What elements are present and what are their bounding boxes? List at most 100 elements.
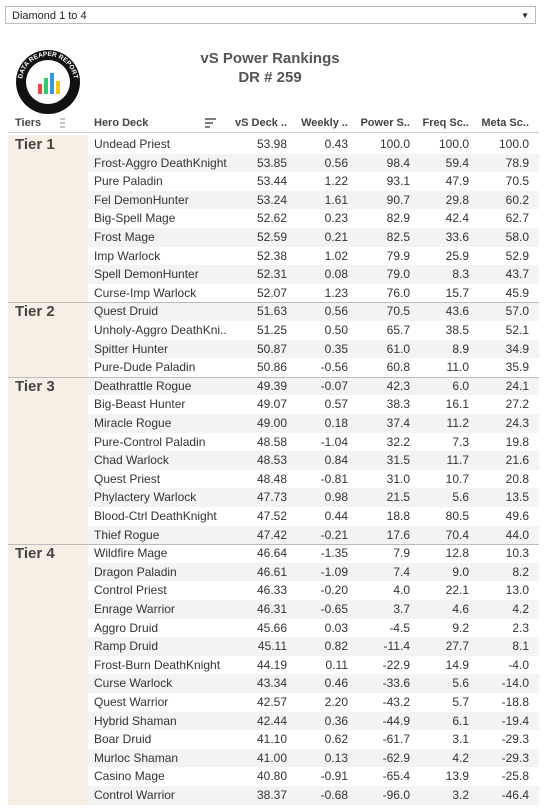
deck-name: Quest Druid [94,304,159,319]
stat-cell: 8.3 [452,267,469,282]
tier-label: Tier 2 [15,303,55,321]
stat-cell: 62.7 [505,211,529,226]
stat-cell: 93.1 [386,174,410,189]
column-header: Tiers [15,117,42,129]
stat-cell: 38.37 [256,788,287,802]
stat-cell: 57.0 [505,304,529,319]
tier-band [8,302,88,377]
stat-cell: 53.98 [256,137,287,151]
stat-cell: 52.31 [256,267,287,282]
deck-name: Hybrid Shaman [94,713,177,728]
column-header: Power S.. [360,117,410,129]
stat-cell: 1.02 [324,248,348,263]
stat-cell: 45.66 [256,620,287,635]
stat-cell: 48.53 [256,453,287,468]
stat-cell: -29.3 [501,750,529,765]
column-header: vS Deck .. [235,117,287,129]
stat-cell: 50.87 [256,341,287,356]
stat-cell: 58.0 [505,230,529,244]
logo: DATA REAPER REPORT [16,50,80,114]
stat-cell: -4.0 [508,657,529,672]
stat-cell: 61.0 [386,341,410,356]
stat-cell: 46.33 [256,583,287,598]
row-stripe [88,600,539,619]
deck-name: Quest Warrior [94,695,169,709]
deck-name: Pure-Dude Paladin [94,360,196,375]
stat-cell: 53.44 [256,174,287,189]
sort-icon[interactable] [204,117,218,129]
stat-cell: 40.80 [256,769,287,784]
stat-cell: 31.5 [386,453,410,468]
stat-cell: 52.1 [505,323,529,337]
stat-cell: 52.62 [256,211,287,226]
stat-cell: 52.38 [256,248,287,263]
stat-cell: 49.00 [256,416,287,430]
deck-name: Blood-Ctrl DeathKnight [94,509,217,523]
deck-name: Ramp Druid [94,639,159,654]
stat-cell: 51.25 [256,323,287,337]
deck-name: Aggro Druid [94,620,159,635]
stat-cell: 42.57 [256,695,287,709]
stat-cell: 0.21 [324,230,348,244]
stat-cell: 10.7 [445,471,469,486]
stat-cell: 5.6 [452,676,469,691]
stat-cell: 53.85 [256,155,287,170]
deck-name: Deathrattle Rogue [94,378,192,393]
stat-cell: 0.57 [324,397,348,412]
stat-cell: 6.1 [452,713,469,728]
stat-cell: 98.4 [386,155,410,170]
stat-cell: 11.7 [446,453,469,468]
row-stripe [88,339,539,359]
dropdown[interactable]: Diamond 1 to 4 ▼ [5,6,536,24]
stat-cell: 0.08 [324,267,348,282]
stat-cell: 45.9 [505,285,529,300]
stat-cell: 3.2 [452,788,469,802]
deck-name: Enrage Warrior [94,602,175,616]
stat-cell: 82.5 [386,230,410,244]
stat-cell: -96.0 [382,788,410,802]
stat-cell: 47.52 [256,509,287,523]
stat-cell: 11.2 [446,416,469,430]
stat-cell: 47.73 [256,490,287,505]
logo-bar [44,78,48,94]
stat-cell: 60.2 [505,192,529,207]
stat-cell: 9.0 [452,564,469,579]
stat-cell: 46.31 [256,602,287,616]
deck-name: Miracle Rogue [94,416,172,430]
stat-cell: -0.20 [320,583,348,598]
stat-cell: 15.7 [445,285,469,300]
deck-name: Chad Warlock [94,453,169,468]
stat-cell: 79.0 [386,267,410,282]
row-stripe [88,711,539,731]
stat-cell: -0.68 [320,788,348,802]
stat-cell: 4.0 [393,583,410,598]
header-rule [8,132,539,133]
row-stripe [88,637,539,656]
deck-name: Boar Druid [94,732,152,747]
row-stripe [88,786,539,805]
stat-cell: 10.3 [505,546,529,561]
stat-cell: 8.1 [512,639,529,654]
deck-name: Murloc Shaman [94,750,179,765]
row-stripe [88,228,539,247]
subtitle: DR # 259 [238,69,302,86]
stat-cell: 0.35 [324,341,348,356]
stat-cell: 80.5 [445,509,469,523]
stat-cell: -44.9 [382,713,410,728]
row-stripe [88,748,539,768]
tier-rule [8,302,539,304]
stat-cell: 33.6 [445,230,469,244]
stat-cell: -0.91 [320,769,348,784]
row-stripe [88,190,539,210]
stat-cell: 78.9 [505,155,529,170]
stat-cell: 42.44 [256,713,287,728]
stat-cell: 90.7 [386,192,410,207]
stat-cell: 0.50 [324,323,348,337]
tier-band [8,544,88,805]
stat-cell: 65.7 [386,323,410,337]
deck-name: Pure Paladin [94,174,163,189]
stat-cell: 32.2 [386,434,410,449]
stat-cell: -43.2 [382,695,410,709]
stat-cell: 0.44 [324,509,348,523]
